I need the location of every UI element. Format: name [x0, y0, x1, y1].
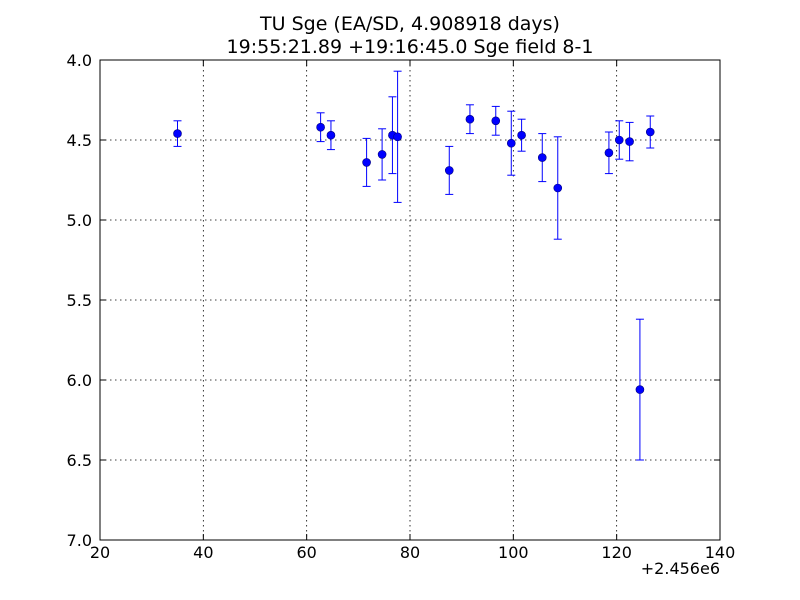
data-point: [316, 122, 325, 132]
data-point: [362, 158, 371, 167]
data-point: [625, 137, 634, 146]
data-point: [614, 135, 624, 145]
y-tick-label: 4.0: [67, 51, 92, 70]
x-offset-label: +2.456e6: [641, 559, 720, 578]
series: [173, 70, 655, 461]
data-point: [645, 127, 655, 137]
chart-subtitle: 19:55:21.89 +19:16:45.0 Sge field 8-1: [227, 36, 594, 58]
data-point: [506, 138, 516, 148]
data-point: [444, 166, 454, 175]
y-tick-label: 4.5: [67, 131, 92, 150]
plot-area: [99, 59, 721, 541]
data-point: [635, 385, 645, 394]
data-point: [537, 153, 547, 162]
y-tick-label: 7.0: [67, 531, 92, 550]
grid: [100, 60, 720, 540]
x-tick-label: 20: [90, 543, 110, 562]
data-point: [517, 130, 526, 140]
y-tick-label: 5.0: [67, 211, 92, 230]
data-point: [377, 150, 387, 159]
x-tick-label: 80: [400, 543, 420, 562]
chart-title: TU Sge (EA/SD, 4.908918 days): [259, 13, 560, 35]
x-tick-label: 60: [296, 543, 316, 562]
x-tick-label: 120: [601, 543, 632, 562]
x-tick-label: 100: [498, 543, 529, 562]
data-point: [173, 129, 182, 138]
y-tick-label: 6.0: [67, 371, 92, 390]
y-tick-label: 6.5: [67, 451, 92, 470]
y-tick-label: 5.5: [67, 291, 92, 310]
data-point: [326, 130, 336, 140]
data-point: [553, 183, 563, 193]
data-point: [491, 116, 501, 126]
axis-ticks: 20 40 60 80 100 120 140 4.0 4.5 5.0 5.5 6.0 6.5 7.0: [67, 51, 736, 562]
data-point: [393, 132, 402, 142]
data-point: [465, 114, 475, 124]
x-tick-label: 40: [193, 543, 213, 562]
data-point: [604, 148, 614, 158]
x-tick-label: 140: [705, 543, 736, 562]
